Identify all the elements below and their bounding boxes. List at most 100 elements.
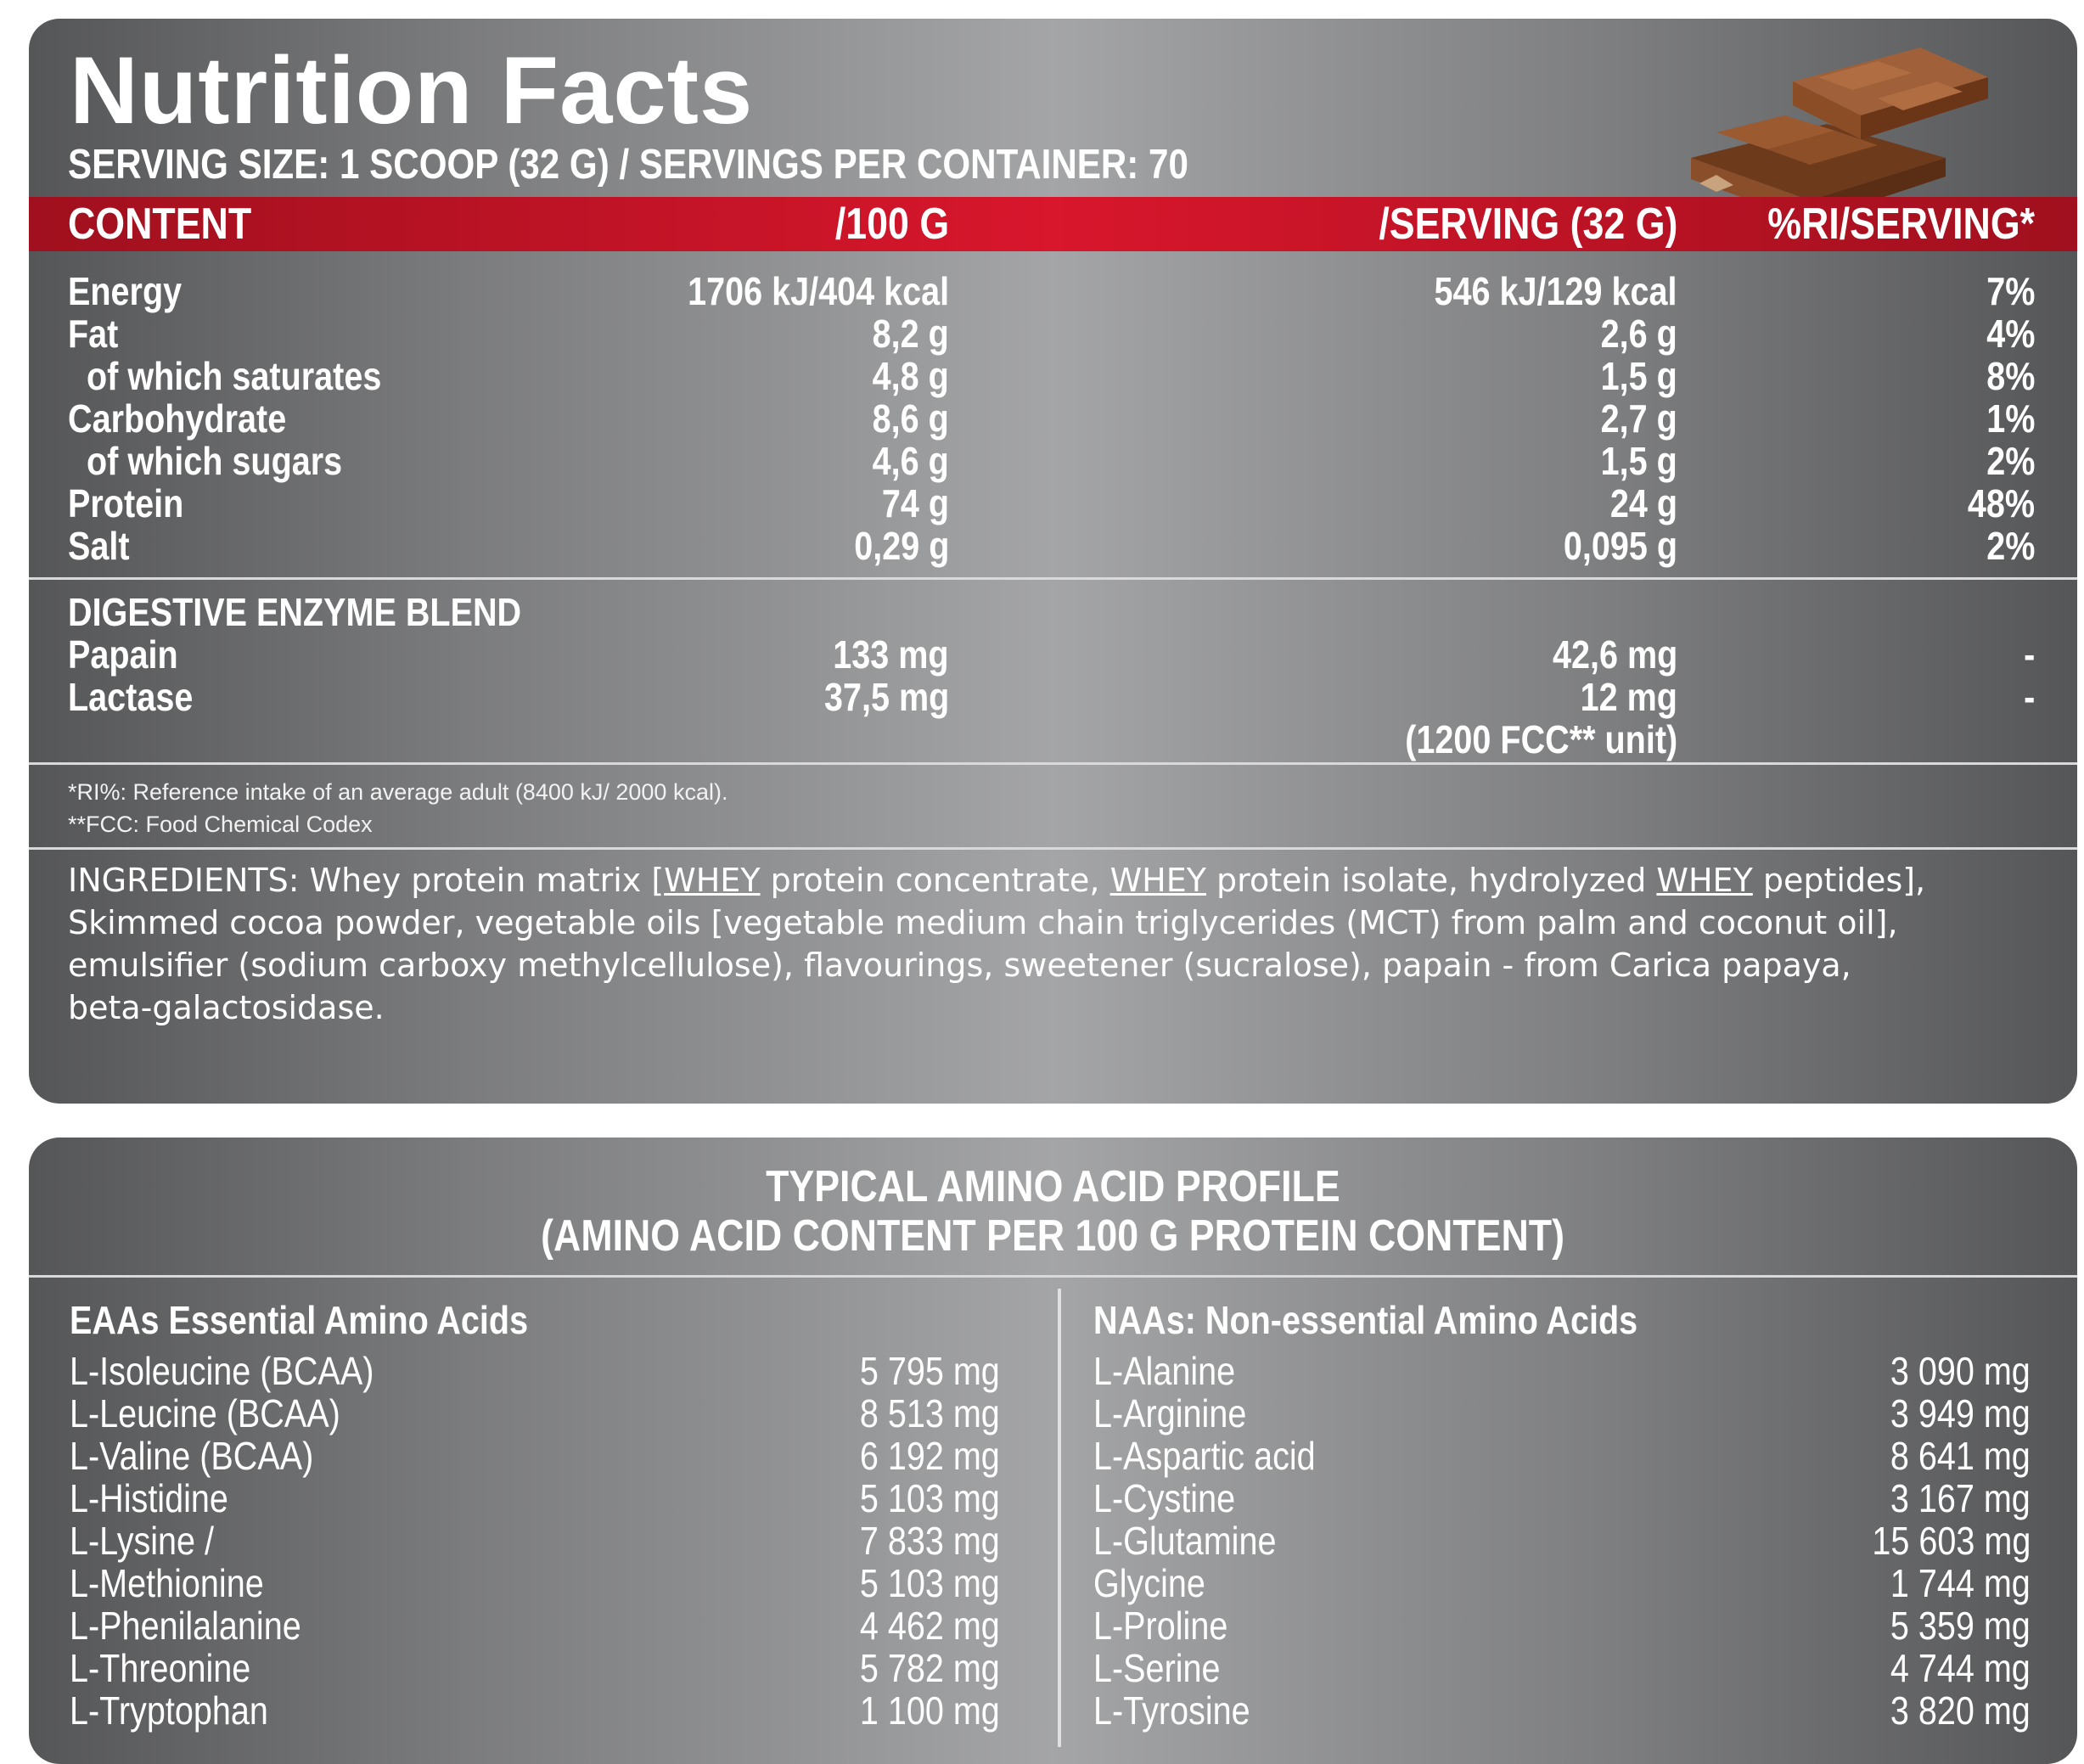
nutrient-row-fat: Fat 8,2 g 2,6 g 4% xyxy=(29,311,2077,356)
footnote-ri: *RI%: Reference intake of an average adu… xyxy=(68,779,728,805)
nutrient-name: Fat xyxy=(68,312,119,356)
nutrition-panel: Nutrition Facts SERVING SIZE: 1 SCOOP (3… xyxy=(29,19,2077,1104)
amino-row: L-Tyrosine 3 820 mg xyxy=(1093,1688,2031,1733)
amino-name: L-Lysine / xyxy=(70,1519,215,1563)
amino-value: 3 820 mg xyxy=(1890,1688,2031,1733)
nutrient-name: Energy xyxy=(68,269,183,313)
amino-value: 5 103 mg xyxy=(860,1476,1000,1520)
enzyme-ri: - xyxy=(2023,675,2035,719)
nutrient-name: Carbohydrate xyxy=(68,396,287,441)
enzyme-blend-title-row: DIGESTIVE ENZYME BLEND xyxy=(29,589,2077,634)
amino-value: 3 090 mg xyxy=(1890,1349,2031,1393)
allergen-whey: WHEY xyxy=(1109,862,1206,899)
amino-value: 7 833 mg xyxy=(860,1519,1000,1563)
amino-row: L-Threonine 5 782 mg xyxy=(70,1645,1000,1690)
divider xyxy=(29,1275,2077,1278)
naa-title: NAAs: Non-essential Amino Acids xyxy=(1093,1298,1638,1342)
ingredients-fragment: protein isolate, hydrolyzed xyxy=(1205,862,1657,899)
chocolate-image xyxy=(1691,48,1988,222)
lactase-unit: (1200 FCC** unit) xyxy=(1405,717,1677,761)
amino-row: L-Aspartic acid 8 641 mg xyxy=(1093,1433,2031,1478)
nutrient-name: of which saturates xyxy=(87,354,382,398)
amino-value: 4 744 mg xyxy=(1890,1646,2031,1690)
amino-name: L-Methionine xyxy=(70,1561,264,1605)
nutrient-row-salt: Salt 0,29 g 0,095 g 2% xyxy=(29,523,2077,568)
enzyme-blend-title: DIGESTIVE ENZYME BLEND xyxy=(68,590,522,634)
nutrient-per100: 0,29 g xyxy=(853,524,949,568)
nutrient-per100: 1706 kJ/404 kcal xyxy=(688,269,949,313)
amino-name: L-Aspartic acid xyxy=(1093,1434,1316,1478)
amino-name: L-Phenilalanine xyxy=(70,1604,301,1648)
amino-value: 1 100 mg xyxy=(860,1688,1000,1733)
amino-value: 5 795 mg xyxy=(860,1349,1000,1393)
amino-row: L-Phenilalanine 4 462 mg xyxy=(70,1603,1000,1648)
ingredients-text: INGREDIENTS: Whey protein matrix [WHEY p… xyxy=(68,859,2046,1029)
ingredients-line: Skimmed cocoa powder, vegetable oils [ve… xyxy=(68,904,1898,941)
enzyme-row-lactase: Lactase 37,5 mg 12 mg - xyxy=(29,674,2077,719)
nutrient-per-serving: 1,5 g xyxy=(1600,354,1677,398)
nutrient-per-serving: 2,7 g xyxy=(1600,396,1677,441)
nutrient-ri: 2% xyxy=(1986,439,2035,483)
nutrient-row-sugars: of which sugars 4,6 g 1,5 g 2% xyxy=(29,438,2077,483)
amino-value: 4 462 mg xyxy=(860,1604,1000,1648)
amino-row: L-Proline 5 359 mg xyxy=(1093,1603,2031,1648)
serving-size: SERVING SIZE: 1 SCOOP (32 G) / SERVINGS … xyxy=(68,142,1188,188)
amino-name: L-Arginine xyxy=(1093,1391,1247,1435)
amino-row: L-Isoleucine (BCAA) 5 795 mg xyxy=(70,1348,1000,1393)
amino-row: L-Methionine 5 103 mg xyxy=(70,1560,1000,1605)
amino-title-line2: (AMINO ACID CONTENT PER 100 G PROTEIN CO… xyxy=(541,1211,1565,1261)
ingredients-fragment: peptides], xyxy=(1752,862,1926,899)
footnote-fcc: **FCC: Food Chemical Codex xyxy=(68,812,373,837)
amino-name: L-Cystine xyxy=(1093,1476,1236,1520)
amino-value: 6 192 mg xyxy=(860,1434,1000,1478)
enzyme-per-serving: 42,6 mg xyxy=(1552,632,1677,677)
page-title: Nutrition Facts xyxy=(70,37,754,143)
nutrient-ri: 8% xyxy=(1986,354,2035,398)
amino-name: Glycine xyxy=(1093,1561,1205,1605)
per100-header: /100 G xyxy=(834,199,949,249)
ingredients-fragment: INGREDIENTS: Whey protein matrix [ xyxy=(68,862,665,899)
amino-value: 8 641 mg xyxy=(1890,1434,2031,1478)
amino-row: L-Lysine / 7 833 mg xyxy=(70,1518,1000,1563)
nutrient-row-protein: Protein 74 g 24 g 48% xyxy=(29,480,2077,525)
amino-name: L-Histidine xyxy=(70,1476,228,1520)
amino-acid-panel: TYPICAL AMINO ACID PROFILE (AMINO ACID C… xyxy=(29,1138,2077,1764)
amino-value: 8 513 mg xyxy=(860,1391,1000,1435)
nutrient-per-serving: 2,6 g xyxy=(1600,312,1677,356)
amino-value: 3 949 mg xyxy=(1890,1391,2031,1435)
amino-row: L-Serine 4 744 mg xyxy=(1093,1645,2031,1690)
column-divider xyxy=(1058,1289,1061,1747)
nutrient-ri: 48% xyxy=(1967,481,2035,525)
amino-name: L-Serine xyxy=(1093,1646,1221,1690)
amino-name: L-Isoleucine (BCAA) xyxy=(70,1349,374,1393)
amino-value: 15 603 mg xyxy=(1872,1519,2031,1563)
amino-name: L-Tryptophan xyxy=(70,1688,268,1733)
enzyme-name: Lactase xyxy=(68,675,194,719)
nutrient-ri: 4% xyxy=(1986,312,2035,356)
amino-name: L-Valine (BCAA) xyxy=(70,1434,314,1478)
amino-row: L-Tryptophan 1 100 mg xyxy=(70,1688,1000,1733)
nutrient-ri: 2% xyxy=(1986,524,2035,568)
eaa-title: EAAs Essential Amino Acids xyxy=(70,1298,529,1342)
ingredients-line: beta-galactosidase. xyxy=(68,989,385,1026)
column-header-bar: CONTENT /100 G /SERVING (32 G) %RI/SERVI… xyxy=(29,197,2077,251)
nutrient-per100: 4,8 g xyxy=(872,354,949,398)
amino-row: Glycine 1 744 mg xyxy=(1093,1560,2031,1605)
amino-value: 5 103 mg xyxy=(860,1561,1000,1605)
ri-header: %RI/SERVING* xyxy=(1767,199,2035,249)
amino-name: L-Tyrosine xyxy=(1093,1688,1250,1733)
allergen-whey: WHEY xyxy=(664,862,761,899)
amino-row: L-Arginine 3 949 mg xyxy=(1093,1390,2031,1435)
enzyme-per100: 37,5 mg xyxy=(823,675,949,719)
per-serving-header: /SERVING (32 G) xyxy=(1378,199,1677,249)
nutrient-row-energy: Energy 1706 kJ/404 kcal 546 kJ/129 kcal … xyxy=(29,268,2077,313)
amino-value: 3 167 mg xyxy=(1890,1476,2031,1520)
amino-name: L-Leucine (BCAA) xyxy=(70,1391,340,1435)
nutrient-per100: 74 g xyxy=(881,481,949,525)
amino-title: TYPICAL AMINO ACID PROFILE xyxy=(29,1161,2077,1212)
amino-name: L-Alanine xyxy=(1093,1349,1236,1393)
amino-row: L-Alanine 3 090 mg xyxy=(1093,1348,2031,1393)
enzyme-per-serving: 12 mg xyxy=(1580,675,1677,719)
content-header: CONTENT xyxy=(68,199,252,249)
divider xyxy=(29,577,2077,580)
